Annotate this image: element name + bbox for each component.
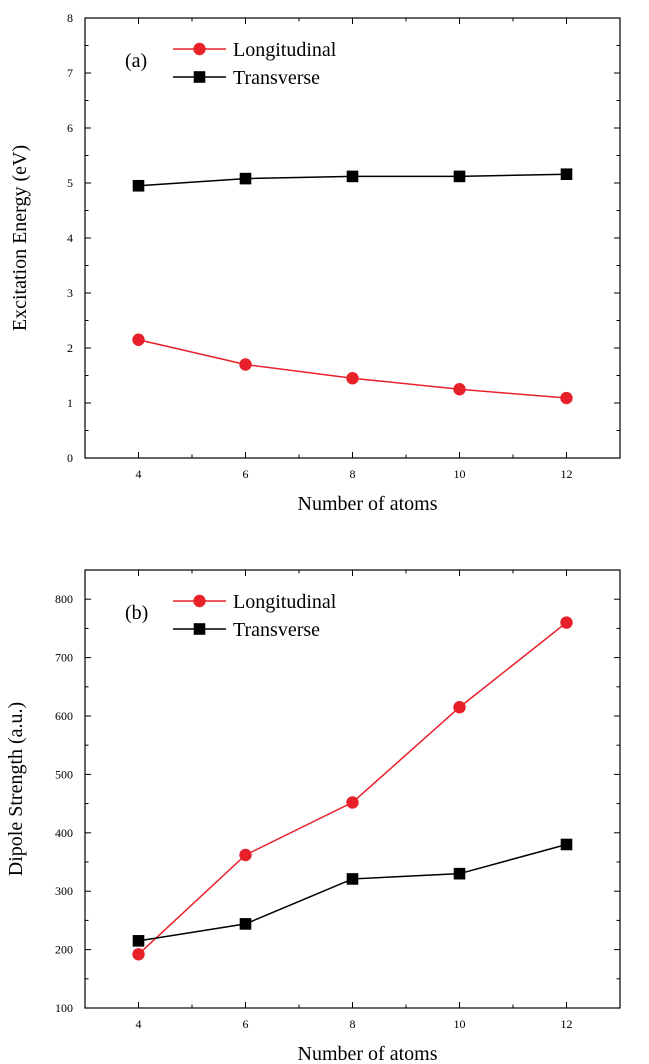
data-point-longitudinal [239,358,252,371]
x-tick-label: 4 [136,467,142,481]
y-tick-label: 5 [67,176,73,190]
plot-frame [84,17,621,459]
data-point-transverse [132,935,145,947]
chart-panel-2: 4 6 8 10 12 100 200 300 400 500 600 700 800 Number of… [5,569,621,1064]
data-point-transverse [453,867,466,880]
data-point-longitudinal [560,616,573,629]
data-point-longitudinal [132,948,145,961]
y-tick-label: 1 [67,396,73,410]
data-point-longitudinal [453,383,466,396]
series-line-longitudinal [137,621,567,955]
y-axis-title: Excitation Energy (eV) [9,145,31,331]
data-point-longitudinal [239,848,252,862]
y-tick-label: 3 [67,286,73,300]
series-line-transverse [138,843,567,942]
x-tick-label: 6 [243,467,249,481]
y-tick-label: 7 [67,66,73,80]
data-point-transverse [346,873,359,885]
legend-label-transverse: Transverse [233,619,320,641]
data-point-longitudinal [346,372,359,385]
legend-marker-transverse [193,623,206,635]
panel-label: (a) [125,50,147,72]
x-tick-label: 12 [561,1017,573,1031]
y-tick-label: 500 [55,767,73,781]
data-point-transverse [560,168,573,180]
x-tick-label: 8 [350,1017,356,1031]
legend-marker-longitudinal [193,42,206,56]
legend-marker-longitudinal [193,594,206,608]
y-tick-label: 200 [55,943,73,957]
data-point-transverse [346,170,359,183]
x-tick-label: 10 [454,467,466,481]
data-point-longitudinal [346,796,359,809]
y-tick-label: 2 [67,341,73,355]
data-point-longitudinal [453,701,466,714]
y-tick-label: 100 [55,1001,73,1015]
data-point-transverse [239,918,252,930]
y-tick-label: 8 [67,11,73,25]
data-point-longitudinal [132,333,145,346]
x-axis-title: Number of atoms [298,493,438,515]
x-tick-label: 12 [561,467,573,481]
y-tick-label: 0 [67,451,73,465]
data-point-transverse [132,179,145,192]
x-axis-title: Number of atoms [298,1043,438,1064]
legend-label-longitudinal: Longitudinal [233,39,337,61]
x-tick-label: 6 [243,1017,249,1031]
x-tick-label: 4 [136,1017,142,1031]
y-tick-label: 400 [55,826,73,840]
plot-frame [84,569,621,1009]
series-line-longitudinal [138,339,567,399]
x-tick-label: 10 [454,1017,466,1031]
y-tick-label: 6 [67,121,73,135]
x-tick-label: 8 [350,467,356,481]
data-point-longitudinal [560,391,573,405]
panel-label: (b) [125,602,148,624]
y-tick-label: 600 [55,709,73,723]
data-point-transverse [453,170,466,183]
y-tick-label: 800 [55,592,73,606]
legend-label-transverse: Transverse [233,67,320,89]
legend-label-longitudinal: Longitudinal [233,591,337,613]
data-point-transverse [560,838,573,851]
y-tick-label: 4 [67,231,73,245]
y-tick-label: 300 [55,884,73,898]
legend-marker-transverse [193,71,206,83]
y-tick-label: 700 [55,651,73,665]
y-axis-title: Dipole Strength (a.u.) [5,702,27,876]
data-point-transverse [239,172,252,185]
